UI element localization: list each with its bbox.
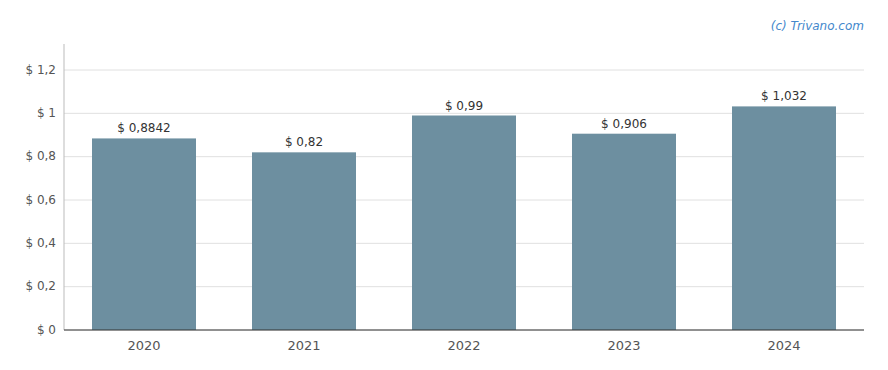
data-label: $ 0,99 [445,99,483,113]
y-tick-label: $ 0,8 [25,149,56,163]
y-tick-label: $ 1,2 [25,63,56,77]
bar [732,106,836,330]
x-tick-label: 2023 [607,338,640,353]
x-tick-label: 2021 [287,338,320,353]
page: {"chart_data": {"type": "bar", "categori… [0,0,888,370]
bars [92,106,836,330]
bar [252,152,356,330]
x-axis-line [64,330,864,331]
y-axis-line [64,44,65,330]
data-label: $ 0,906 [601,117,647,131]
watermark: (c) Trivano.com [771,19,864,33]
grid-line [64,70,864,71]
y-tick-label: $ 0,4 [25,236,56,250]
y-tick-label: $ 0 [37,323,56,337]
y-tick-label: $ 1 [37,106,56,120]
data-label: $ 1,032 [761,89,807,103]
bar [92,138,196,330]
x-tick-label: 2022 [447,338,480,353]
grid-line [64,330,864,331]
data-label: $ 0,8842 [117,121,170,135]
x-tick-label: 2020 [127,338,160,353]
x-tick-label: 2024 [767,338,800,353]
data-labels: $ 0,8842 $ 0,82 $ 0,99 $ 0,906 $ 1,032 [117,89,807,149]
y-tick-label: $ 0,2 [25,279,56,293]
bar [412,116,516,331]
chart-container: $ 0$ 0,2$ 0,4$ 0,6$ 0,8$ 1$ 1,2$ 0,8842$… [0,0,888,370]
y-tick-label: $ 0,6 [25,193,56,207]
chart-svg: $ 0$ 0,2$ 0,4$ 0,6$ 0,8$ 1$ 1,2$ 0,8842$… [0,0,888,370]
bar [572,134,676,330]
data-label: $ 0,82 [285,135,323,149]
y-grid [64,70,864,330]
